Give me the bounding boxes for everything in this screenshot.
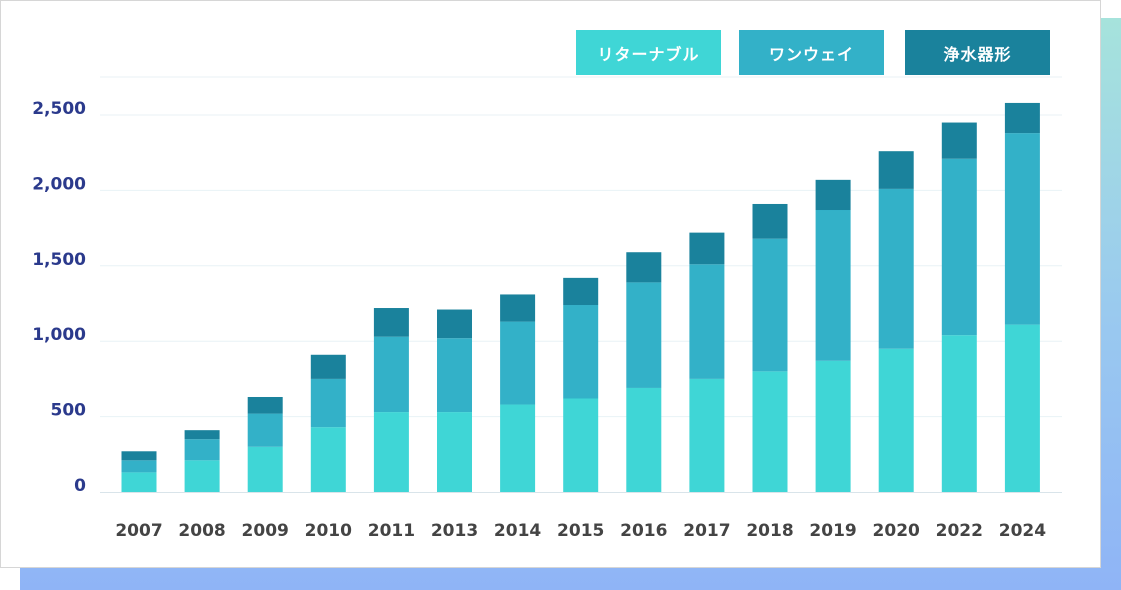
bar-returnable-2008 xyxy=(184,460,220,492)
bar-returnable-2022 xyxy=(941,335,977,492)
bar-water-purifier-2014 xyxy=(500,294,536,322)
bar-one-way-2010 xyxy=(310,378,346,428)
y-tick-label: 0 xyxy=(74,476,86,496)
bar-water-purifier-2010 xyxy=(310,354,346,379)
bar-water-purifier-2018 xyxy=(752,203,788,239)
x-tick-label: 2010 xyxy=(305,521,352,541)
bar-one-way-2014 xyxy=(500,321,536,405)
bar-water-purifier-2020 xyxy=(878,151,914,189)
bar-water-purifier-2009 xyxy=(247,396,283,414)
x-tick-label: 2017 xyxy=(683,521,730,541)
y-tick-label: 2,500 xyxy=(32,99,86,119)
bar-water-purifier-2011 xyxy=(373,308,409,337)
y-tick-label: 1,500 xyxy=(32,250,86,270)
bar-one-way-2022 xyxy=(941,158,977,336)
bar-one-way-2017 xyxy=(689,264,725,379)
bar-water-purifier-2007 xyxy=(121,451,157,461)
bar-one-way-2015 xyxy=(563,305,599,399)
x-tick-label: 2015 xyxy=(557,521,604,541)
x-tick-label: 2019 xyxy=(809,521,856,541)
bar-returnable-2007 xyxy=(121,472,157,492)
bar-returnable-2018 xyxy=(752,371,788,492)
bar-one-way-2007 xyxy=(121,460,157,473)
y-tick-label: 2,000 xyxy=(32,174,86,194)
legend-returnable: リターナブル xyxy=(576,30,721,75)
bar-returnable-2017 xyxy=(689,378,725,492)
x-tick-label: 2013 xyxy=(431,521,478,541)
x-tick-label: 2011 xyxy=(368,521,415,541)
x-tick-label: 2009 xyxy=(242,521,289,541)
bar-returnable-2014 xyxy=(500,404,536,492)
bar-returnable-2013 xyxy=(437,412,472,492)
bar-one-way-2013 xyxy=(437,338,472,413)
bar-returnable-2019 xyxy=(815,360,851,492)
y-tick-label: 1,000 xyxy=(32,325,86,345)
bar-one-way-2009 xyxy=(247,413,283,447)
bar-water-purifier-2017 xyxy=(689,232,725,265)
legend-one-way: ワンウェイ xyxy=(739,30,884,75)
x-tick-label: 2020 xyxy=(873,521,920,541)
bar-returnable-2015 xyxy=(563,398,599,492)
chart-card xyxy=(0,0,1101,568)
x-tick-label: 2024 xyxy=(999,521,1046,541)
legend-water-purifier: 浄水器形 xyxy=(905,30,1050,75)
bar-one-way-2018 xyxy=(752,238,788,372)
bar-water-purifier-2008 xyxy=(184,430,220,440)
x-tick-label: 2007 xyxy=(115,521,162,541)
bar-water-purifier-2019 xyxy=(815,179,851,211)
bar-returnable-2024 xyxy=(1004,324,1040,492)
bar-returnable-2009 xyxy=(247,446,283,492)
x-tick-label: 2016 xyxy=(620,521,667,541)
bar-returnable-2016 xyxy=(626,387,662,492)
bar-water-purifier-2024 xyxy=(1004,102,1040,134)
x-tick-label: 2008 xyxy=(178,521,225,541)
x-tick-label: 2014 xyxy=(494,521,541,541)
bar-water-purifier-2015 xyxy=(563,277,599,306)
bar-one-way-2016 xyxy=(626,282,662,388)
x-tick-label: 2022 xyxy=(936,521,983,541)
bar-one-way-2008 xyxy=(184,439,220,461)
bar-water-purifier-2016 xyxy=(626,252,662,283)
bar-one-way-2020 xyxy=(878,188,914,349)
bar-water-purifier-2022 xyxy=(941,122,977,159)
bar-returnable-2010 xyxy=(310,427,346,492)
bar-returnable-2020 xyxy=(878,348,914,492)
x-tick-label: 2018 xyxy=(746,521,793,541)
bar-one-way-2019 xyxy=(815,210,851,361)
bar-one-way-2011 xyxy=(373,336,409,413)
bar-one-way-2024 xyxy=(1004,133,1040,325)
bar-returnable-2011 xyxy=(373,412,409,492)
y-tick-label: 500 xyxy=(51,401,87,421)
bar-water-purifier-2013 xyxy=(437,309,472,339)
